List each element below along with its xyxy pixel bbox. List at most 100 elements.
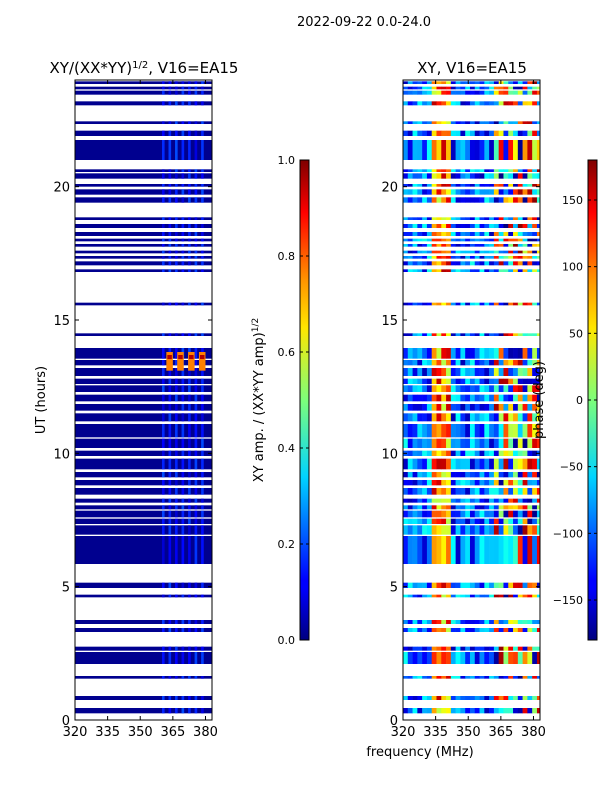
phase-cell: [493, 438, 499, 448]
amp-cell: [175, 582, 178, 588]
phase-cell: [493, 86, 499, 90]
phase-cell: [522, 261, 528, 266]
phase-cell: [431, 173, 437, 179]
phase-cell: [479, 510, 485, 518]
amp-cell: [201, 86, 204, 90]
phase-cell: [436, 505, 442, 510]
phase-cell: [422, 472, 428, 478]
phase-cell: [403, 256, 409, 259]
phase-cell: [532, 594, 538, 598]
phase-cell: [417, 189, 423, 195]
phase-cell: [493, 250, 499, 254]
amp-cell: [194, 378, 198, 384]
phase-cell: [513, 518, 519, 524]
phase-cell: [407, 169, 413, 172]
amp-cell: [188, 302, 191, 306]
phase-cell: [532, 450, 538, 456]
phase-cell: [527, 413, 533, 422]
phase-cell: [446, 169, 452, 172]
phase-cell: [498, 121, 504, 124]
phase-cell: [517, 696, 523, 700]
right-plot-frame: [402, 79, 541, 721]
phase-cell: [460, 224, 466, 228]
amp-cell: [161, 217, 165, 220]
phase-cell: [436, 536, 442, 564]
phase-cell: [407, 676, 413, 679]
phase-cell: [503, 232, 509, 236]
phase-cell: [417, 480, 423, 486]
phase-cell: [474, 189, 480, 195]
phase-cell: [422, 424, 428, 438]
amp-cell: [194, 488, 198, 495]
phase-cell: [455, 413, 461, 422]
phase-cell: [441, 302, 447, 306]
phase-cell: [407, 184, 413, 187]
amp-cell: [175, 348, 178, 359]
phase-cell: [489, 121, 495, 124]
phase-cell: [431, 197, 437, 203]
figure-xlabel: frequency (MHz): [366, 745, 473, 760]
phase-cell: [489, 413, 495, 422]
amp-cell: [188, 582, 191, 588]
phase-cell: [474, 472, 480, 478]
phase-cell: [489, 261, 495, 266]
phase-cell: [436, 121, 442, 124]
phase-cell: [455, 594, 461, 598]
phase-cell: [527, 140, 533, 160]
phase-cell: [536, 413, 540, 422]
phase-cell: [422, 238, 428, 242]
amp-cell: [188, 86, 191, 90]
phase-cell: [536, 333, 540, 336]
phase-cell: [455, 450, 461, 456]
phase-cell: [527, 676, 533, 679]
phase-cell: [465, 250, 471, 254]
phase-cell: [479, 121, 485, 124]
phase-cell: [469, 238, 476, 242]
phase-cell: [493, 498, 499, 503]
phase-cell: [460, 261, 466, 266]
phase-cell: [498, 394, 504, 402]
phase-cell: [527, 510, 533, 518]
phase-cell: [417, 169, 423, 172]
phase-cell: [484, 121, 490, 124]
phase-cell: [407, 130, 413, 136]
phase-cell: [422, 173, 428, 179]
phase-cell: [460, 256, 466, 259]
phase-cell: [484, 173, 490, 179]
phase-cell: [527, 525, 533, 535]
phase-cell: [498, 458, 504, 470]
amp-cell: [201, 708, 204, 714]
left-colorbar-ticks: 0.00.20.40.60.81.0: [278, 154, 309, 647]
phase-cell: [503, 652, 509, 664]
amp-cell: [181, 378, 185, 384]
phase-cell: [465, 256, 471, 259]
right-heatmap: [403, 81, 540, 714]
phase-cell: [460, 696, 466, 700]
amp-cell: [201, 620, 204, 624]
phase-cell: [527, 238, 533, 242]
phase-cell: [412, 488, 418, 495]
phase-cell: [407, 224, 413, 228]
phase-cell: [503, 594, 509, 598]
left-title-sup: 1/2: [132, 60, 148, 71]
amp-cell: [194, 450, 198, 456]
phase-cell: [522, 413, 528, 422]
phase-cell: [446, 189, 452, 195]
amp-cell: [161, 646, 165, 651]
phase-cell: [527, 536, 533, 564]
phase-cell: [527, 708, 533, 714]
phase-cell: [522, 438, 528, 448]
phase-cell: [417, 90, 423, 95]
phase-cell: [498, 424, 504, 438]
phase-cell: [422, 438, 428, 448]
amp-cell: [201, 394, 204, 402]
phase-cell: [498, 404, 504, 411]
amp-cell: [188, 438, 191, 448]
phase-cell: [460, 438, 466, 448]
phase-cell: [474, 232, 480, 236]
phase-cell: [436, 130, 442, 136]
phase-cell: [522, 244, 528, 247]
phase-cell: [536, 708, 540, 714]
phase-cell: [474, 197, 480, 203]
phase-cell: [469, 505, 476, 510]
